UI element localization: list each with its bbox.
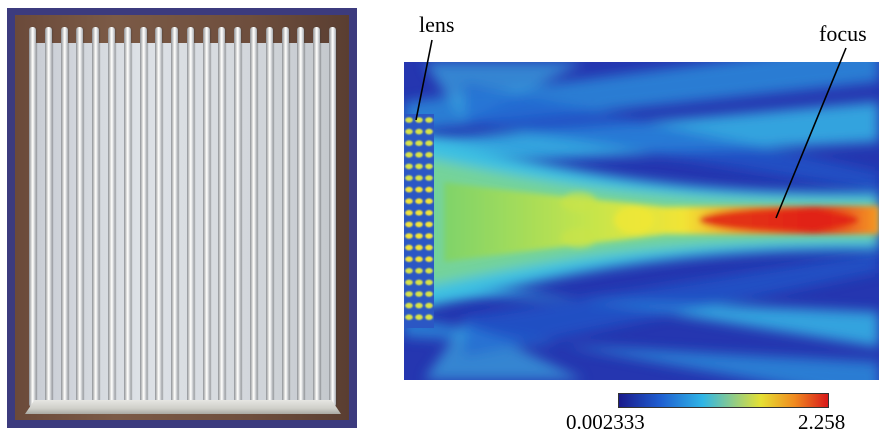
- field-map: [404, 62, 879, 380]
- scatterer-dot: [425, 302, 433, 309]
- scatterer-dot: [405, 163, 413, 170]
- rod: [171, 27, 179, 407]
- lens-pointer: [415, 39, 433, 121]
- scatterer-dot: [405, 291, 413, 297]
- scatterer-dot: [415, 163, 423, 170]
- scatterer-dot: [415, 221, 423, 228]
- scatterer-dot: [425, 128, 433, 135]
- scatterer-dot: [415, 186, 423, 193]
- scatterer-dot: [425, 256, 433, 262]
- rod: [297, 27, 305, 407]
- scatterer-dot: [415, 210, 423, 216]
- scatterer-dot: [425, 117, 433, 123]
- photo-background: [15, 15, 349, 420]
- rod: [313, 27, 321, 407]
- scatterer-dot: [405, 233, 413, 239]
- scatterer-dot: [405, 198, 413, 204]
- scatterer-dot: [415, 198, 423, 204]
- colorbar-min-label: 0.002333: [566, 410, 645, 434]
- rod: [155, 27, 163, 407]
- scatterer-dot: [405, 140, 413, 146]
- scatterer-dot: [415, 128, 423, 135]
- rod: [123, 27, 131, 407]
- scatterer-dot: [425, 152, 433, 158]
- focus-pointer: [775, 47, 847, 219]
- rod: [234, 27, 242, 407]
- lens-scatterers: [405, 117, 433, 320]
- rod: [139, 27, 147, 407]
- scatterer-dot: [405, 210, 413, 216]
- side-lobes: [404, 62, 879, 380]
- rod: [29, 27, 36, 407]
- scatterer-dot: [425, 140, 433, 146]
- scatterer-dot: [405, 268, 413, 274]
- scatterer-dot: [415, 140, 423, 146]
- scatterer-dot: [425, 163, 433, 170]
- scatterer-dot: [425, 210, 433, 216]
- field-plot: [404, 62, 879, 380]
- rod: [218, 27, 226, 407]
- rod: [44, 27, 52, 407]
- scatterer-dot: [405, 152, 413, 158]
- scatterer-dot: [415, 175, 423, 181]
- scatterer-dot: [425, 279, 433, 286]
- scatterer-dot: [425, 198, 433, 204]
- lens-baseplate: [25, 400, 341, 414]
- scatterer-dot: [405, 175, 413, 181]
- scatterer-dot: [405, 279, 413, 286]
- scatterer-dot: [415, 256, 423, 262]
- rod: [186, 27, 194, 407]
- scatterer-dot: [415, 314, 423, 320]
- scatterer-dot: [425, 244, 433, 251]
- rod: [265, 27, 273, 407]
- scatterer-dot: [425, 233, 433, 239]
- scatterer-dot: [415, 279, 423, 286]
- rod: [202, 27, 210, 407]
- rod: [107, 27, 115, 407]
- colorbar: [618, 393, 829, 408]
- scatterer-dot: [425, 314, 433, 320]
- rod: [76, 27, 84, 407]
- scatterer-dot: [415, 152, 423, 158]
- rod: [281, 27, 289, 407]
- lens-annotation: lens: [419, 12, 455, 37]
- rod: [250, 27, 258, 407]
- scatterer-dot: [405, 117, 413, 123]
- scatterer-dot: [405, 128, 413, 135]
- scatterer-dot: [415, 117, 423, 123]
- scatterer-dot: [405, 256, 413, 262]
- scatterer-dot: [425, 291, 433, 297]
- rod: [329, 27, 336, 407]
- scatterer-dot: [415, 291, 423, 297]
- scatterer-dot: [415, 233, 423, 239]
- scatterer-dot: [415, 302, 423, 309]
- rod: [60, 27, 68, 407]
- colorbar-max-label: 2.258: [798, 410, 846, 434]
- scatterer-dot: [405, 244, 413, 251]
- focus-beam: [444, 182, 879, 262]
- rod: [92, 27, 100, 407]
- scatterer-dot: [425, 268, 433, 274]
- scatterer-dot: [405, 186, 413, 193]
- scatterer-dot: [405, 302, 413, 309]
- scatterer-dot: [425, 221, 433, 228]
- scatterer-dot: [405, 314, 413, 320]
- focus-annotation: focus: [819, 21, 867, 46]
- scatterer-dot: [415, 244, 423, 251]
- scatterer-dot: [425, 186, 433, 193]
- scatterer-dot: [405, 221, 413, 228]
- lens-photo: [7, 8, 357, 428]
- scatterer-dot: [425, 175, 433, 181]
- scatterer-dot: [415, 268, 423, 274]
